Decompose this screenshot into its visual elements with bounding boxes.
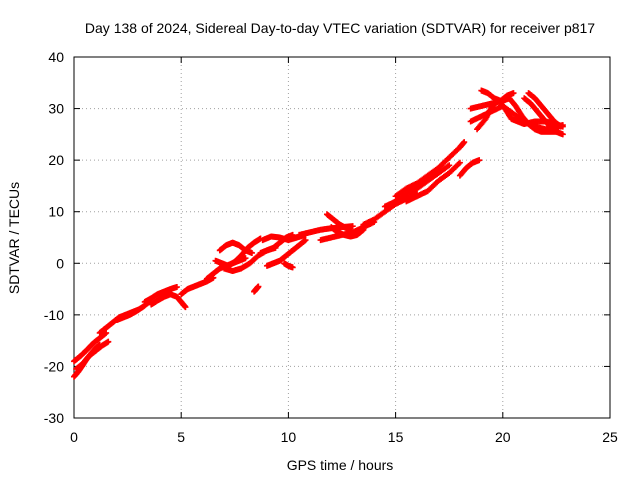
data-point (103, 329, 110, 336)
data-point (289, 264, 296, 271)
series-sat-track-20 (323, 211, 356, 236)
grid (74, 57, 610, 418)
data-point (173, 284, 180, 291)
data-point (559, 131, 566, 138)
y-tick-label: 40 (48, 49, 64, 65)
data-point (360, 226, 367, 233)
series-sat-track-14 (257, 231, 296, 256)
series-sat-track-6 (141, 284, 180, 305)
series-sat-track-11 (212, 235, 264, 269)
x-tick-label: 25 (602, 429, 618, 445)
x-axis-title: GPS time / hours (287, 457, 394, 473)
y-tick-label: 0 (56, 255, 64, 271)
series-sat-track-2 (71, 329, 110, 365)
data-point (289, 231, 296, 238)
y-tick-label: 10 (48, 204, 64, 220)
series-sat-track-15 (263, 237, 309, 269)
data-point (446, 162, 453, 169)
series-sat-track-16 (251, 283, 262, 295)
series-sat-track-7 (148, 291, 189, 311)
y-tick-label: -20 (44, 358, 64, 374)
x-tick-label: 10 (281, 429, 297, 445)
series-sat-track-17 (281, 260, 296, 271)
data-point (510, 90, 517, 97)
series-sat-track-26 (456, 157, 483, 179)
data-point (302, 237, 309, 244)
data-points (71, 87, 566, 380)
plot-frame (73, 56, 611, 419)
series-sat-track-30 (478, 87, 517, 104)
data-point (557, 123, 564, 130)
data-point (461, 139, 468, 146)
series-sat-track-32 (525, 90, 564, 130)
data-point (255, 283, 262, 290)
x-tick-label: 15 (388, 429, 404, 445)
y-tick-label: 20 (48, 152, 64, 168)
y-tick-label: 30 (48, 101, 64, 117)
y-axis-title: SDTVAR / TECUs (6, 182, 22, 294)
x-tick-label: 20 (495, 429, 511, 445)
series-sat-track-21 (328, 224, 367, 240)
x-tick-label: 0 (70, 429, 78, 445)
data-point (248, 249, 255, 256)
series-sat-track-31 (506, 95, 562, 135)
y-tick-label: -10 (44, 307, 64, 323)
series-sat-track-3 (73, 338, 112, 373)
chart-title: Day 138 of 2024, Sidereal Day-to-day VTE… (85, 20, 595, 36)
series-sat-track-8 (178, 274, 217, 298)
y-tick-label: -30 (44, 410, 64, 426)
data-point (349, 223, 356, 230)
data-point (456, 159, 463, 166)
series-sat-track-24 (392, 139, 468, 200)
series-sat-track-25 (403, 159, 463, 205)
data-point (476, 157, 483, 164)
data-point (182, 304, 189, 311)
series-sat-track-33 (521, 95, 566, 138)
data-point (105, 338, 112, 345)
axis-ticks: 0 5 10 15 20 25 -30 -20 -10 0 10 20 30 40 (44, 49, 618, 445)
data-point (242, 255, 249, 262)
x-tick-label: 5 (177, 429, 185, 445)
series-sat-track-23 (381, 162, 453, 210)
